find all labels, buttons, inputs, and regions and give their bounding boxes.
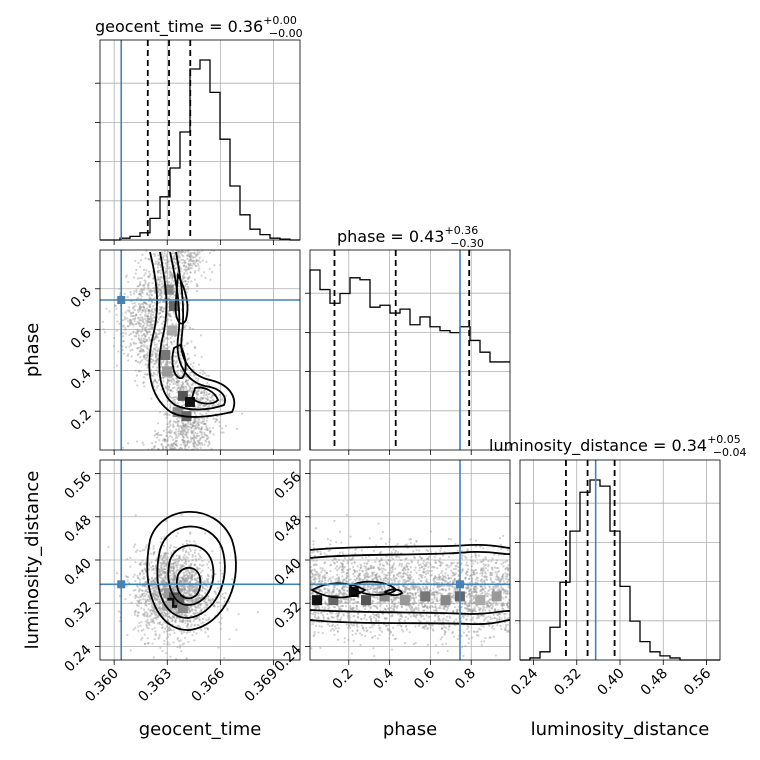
x-tick-label: 0.363 <box>135 666 175 706</box>
contour-line <box>310 543 510 551</box>
x-tick-label: 0.366 <box>189 665 229 705</box>
contour-line <box>148 251 236 418</box>
density-cell <box>312 595 323 606</box>
contour-line <box>156 525 226 619</box>
x-tick-label: 0.2 <box>330 666 357 693</box>
x-tick-label: 0.48 <box>638 666 671 699</box>
density-cell <box>160 350 171 360</box>
ylabel-phase: phase <box>22 323 43 377</box>
title-phase: phase = 0.43+0.36 −0.30 <box>337 224 484 250</box>
panel-geocent-time-vs-luminosity-distance: 0.360 0.363 0.366 0.369 0.24 0.32 0.40 0.48 0.56 <box>61 459 301 706</box>
density-cell <box>169 301 180 312</box>
y-tick-label: 0.2 <box>68 407 95 434</box>
truth-marker <box>456 580 464 589</box>
density-cell <box>163 588 174 599</box>
x-tick-label: 0.32 <box>551 666 584 699</box>
contour-line <box>310 619 510 626</box>
scatter-points <box>310 513 510 658</box>
ylabel-luminosity-distance: luminosity_distance <box>22 471 43 650</box>
density-cell <box>348 587 359 598</box>
density-cell <box>475 595 486 606</box>
x-tick-label: 0.4 <box>370 665 397 692</box>
y-tick-label: 0.48 <box>61 512 94 545</box>
xlabel-luminosity-distance: luminosity_distance <box>531 719 710 740</box>
density-cell <box>491 591 502 602</box>
density-cell <box>328 595 339 606</box>
contour-line <box>167 544 215 606</box>
density-cell <box>161 366 172 377</box>
y-tick-label: 0.24 <box>61 642 94 675</box>
density-cell <box>167 597 178 608</box>
x-tick-label: 0.369 <box>242 666 282 706</box>
contour-line <box>310 550 510 559</box>
density-cell <box>163 284 174 295</box>
y-tick-label: 0.8 <box>68 284 95 311</box>
truth-marker <box>117 580 126 589</box>
hist-panel-geocent-time <box>95 39 301 245</box>
scatter-points <box>107 513 259 660</box>
density-cell <box>161 600 172 611</box>
contour-line <box>146 510 237 631</box>
x-tick-label: 0.24 <box>508 665 541 698</box>
contour-line <box>175 566 202 600</box>
axes-frame <box>99 249 301 451</box>
xlabel-phase: phase <box>383 719 437 740</box>
histogram-luminosity_distance <box>520 479 720 661</box>
panel-geocent-time-vs-phase: 0.2 0.4 0.6 0.8 <box>68 249 301 455</box>
hist-panel-luminosity-distance: 0.24 0.32 0.40 0.48 0.56 <box>508 459 721 699</box>
title-geocent-time: geocent_time = 0.36+0.00 −0.00 <box>95 14 303 40</box>
truth-marker <box>117 296 126 304</box>
x-tick-label: 0.8 <box>452 666 479 693</box>
title-luminosity-distance: luminosity_distance = 0.34+0.05 −0.04 <box>489 433 747 459</box>
hist-panel-phase <box>305 249 511 455</box>
x-tick-label: 0.360 <box>82 666 122 706</box>
histogram-phase <box>309 269 510 450</box>
axes-frame <box>99 39 301 241</box>
contour-line <box>171 343 187 379</box>
density-cell <box>399 595 410 606</box>
y-tick-label: 0.32 <box>61 599 94 632</box>
density-cell <box>167 325 178 336</box>
axes-frame <box>309 249 511 451</box>
density-cell <box>177 390 188 401</box>
contour-line <box>383 588 404 597</box>
density-cell <box>361 595 372 606</box>
y-tick-label: 0.40 <box>61 556 94 589</box>
density-cell <box>177 603 188 614</box>
density-cell <box>172 407 183 418</box>
y-tick-label: 0.6 <box>68 325 95 352</box>
contour-line <box>174 271 189 325</box>
density-cell <box>440 595 451 606</box>
histogram-geocent_time <box>100 59 300 241</box>
density-cell <box>174 595 185 606</box>
density-cell <box>184 396 195 407</box>
y-tick-label: 0.56 <box>61 469 94 502</box>
density-cell <box>420 591 431 602</box>
y-tick-label: 0.4 <box>68 366 95 393</box>
contour-line <box>158 251 226 411</box>
x-tick-label: 0.6 <box>411 665 438 692</box>
x-tick-label: 0.56 <box>681 665 714 698</box>
x-tick-label: 0.40 <box>594 666 627 699</box>
contour-line <box>190 386 220 405</box>
xlabel-geocent-time: geocent_time <box>139 719 262 740</box>
contour-line <box>310 609 510 615</box>
panel-phase-vs-luminosity-distance: 0.2 0.4 0.6 0.80.240.320.400.480.56 <box>271 459 511 693</box>
density-cell <box>379 591 390 602</box>
